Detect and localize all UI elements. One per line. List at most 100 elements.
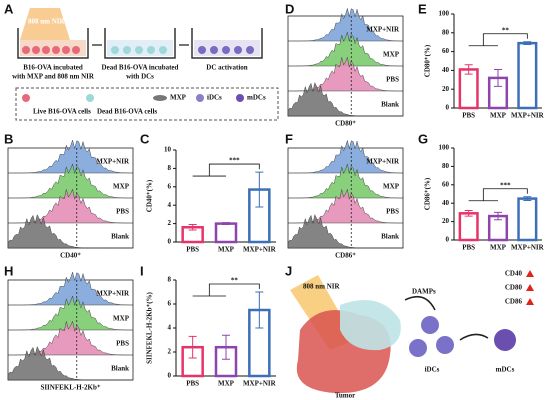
tumor-label: Tumor [335, 392, 355, 400]
marker-label: CD40 [505, 270, 523, 278]
y-tick-label: 4 [168, 324, 172, 332]
sample-label: MXP+NIR [96, 289, 130, 297]
sample-label: PBS [386, 75, 399, 83]
y-tick-label: 40 [442, 66, 450, 74]
x-tick-label: PBS [462, 112, 475, 120]
y-tick-label: 2 [168, 348, 172, 356]
histogram-curve [287, 213, 403, 249]
y-axis-label: CD86⁺(%) [424, 177, 432, 210]
sample-label: PBS [116, 339, 129, 347]
histogram-curve [8, 139, 133, 174]
bar [458, 212, 479, 242]
x-tick-label: MXP [218, 246, 235, 254]
bar [517, 41, 538, 110]
histogram-curve [8, 271, 133, 306]
histogram-curve [288, 31, 403, 67]
sample-label: MXP [383, 182, 400, 190]
error-bar [222, 334, 230, 360]
y-tick-label: 60 [442, 180, 450, 188]
error-bar [523, 41, 532, 46]
step-label: with DCs [126, 73, 154, 81]
x-tick-label: PBS [186, 246, 199, 254]
step-label: B16-OVA incubated [23, 64, 83, 72]
error-bar [464, 210, 473, 217]
error-bar [494, 211, 502, 221]
y-tick-label: 8 [168, 276, 172, 284]
error-bar [255, 291, 264, 329]
x-tick-label: MXP+NIR [511, 244, 545, 252]
histogram-curve [7, 213, 133, 249]
x-tick-label: MXP [218, 380, 235, 388]
y-tick-label: 20 [442, 85, 450, 93]
significance-label: ** [502, 26, 510, 34]
x-tick-label: MXP+NIR [511, 112, 545, 120]
legend-label: iDCs [207, 94, 222, 102]
x-tick-label: MXP+NIR [243, 380, 277, 388]
significance-label: *** [500, 181, 511, 189]
legend-label: MXP [170, 94, 187, 102]
sample-label: PBS [386, 207, 399, 215]
sample-label: MXP+NIR [366, 25, 400, 33]
histogram-curve [8, 320, 133, 356]
sample-label: Blank [381, 100, 399, 108]
y-axis-label: CD80⁺(%) [424, 44, 432, 77]
x-tick-label: MXP+NIR [243, 246, 277, 254]
legend-label: mDCs [247, 94, 266, 102]
sample-label: MXP [113, 314, 130, 322]
step-label: Dead B16-OVA incubated [102, 64, 179, 72]
x-axis-label: SIINFEKL-H-2Kb⁺ [40, 384, 100, 392]
error-bar [188, 335, 197, 359]
y-tick-label: 10 [164, 146, 172, 154]
y-tick-label: 100 [439, 144, 450, 152]
legend-label: Live B16-OVA cells [33, 108, 91, 116]
error-bar [464, 64, 473, 75]
y-tick-label: 0 [446, 104, 450, 112]
sample-label: MXP [383, 50, 400, 58]
x-axis-label: CD80⁺ [335, 120, 356, 128]
sample-label: MXP+NIR [366, 157, 400, 165]
marker-label: CD86 [505, 298, 523, 306]
step-label: DC activation [206, 64, 248, 72]
x-axis-label: CD86⁺ [335, 252, 356, 260]
x-tick-label: MXP [490, 112, 507, 120]
panel-label: F [285, 131, 293, 146]
histogram-curve [8, 295, 133, 331]
sample-label: Blank [111, 232, 129, 240]
panel-label: H [4, 263, 13, 278]
x-tick-label: MXP [490, 244, 507, 252]
nir-label: 808 nm NIR [28, 18, 66, 26]
significance-bracket [192, 283, 260, 297]
significance-bracket [468, 33, 528, 47]
damps-label: DAMPs [412, 288, 436, 296]
sample-label: MXP [113, 182, 130, 190]
y-tick-label: 6 [168, 300, 172, 308]
histogram-curve [8, 188, 133, 224]
significance-bracket [468, 188, 528, 202]
y-tick-label: 0 [446, 236, 450, 244]
step-label: with MXP and 808 nm NIR [12, 73, 95, 81]
panel-label: D [285, 1, 294, 16]
y-tick-label: 0 [168, 238, 172, 246]
y-tick-label: 80 [442, 162, 450, 170]
idc-label: iDCs [425, 366, 440, 374]
y-tick-label: 20 [442, 217, 450, 225]
y-tick-label: 8 [168, 164, 172, 172]
y-axis-label: CD40⁺(%) [146, 179, 154, 212]
error-bar [523, 196, 532, 201]
x-tick-label: PBS [462, 244, 475, 252]
y-tick-label: 80 [442, 28, 450, 36]
mdc-label: mDCs [496, 366, 515, 374]
y-tick-label: 60 [442, 47, 450, 55]
marker-label: CD80 [505, 284, 523, 292]
error-bar [222, 222, 230, 226]
nir-label: 808 nm NIR [303, 283, 341, 291]
schematic-a [15, 8, 279, 121]
y-axis-label: SIINFEKL-H-2Kb⁺(%) [146, 291, 154, 363]
y-tick-label: 2 [168, 219, 172, 227]
histogram-curve [288, 139, 403, 174]
sample-label: Blank [111, 364, 129, 372]
significance-label: ** [231, 277, 239, 285]
histogram-curve [288, 7, 403, 42]
y-tick-label: 4 [168, 201, 172, 209]
